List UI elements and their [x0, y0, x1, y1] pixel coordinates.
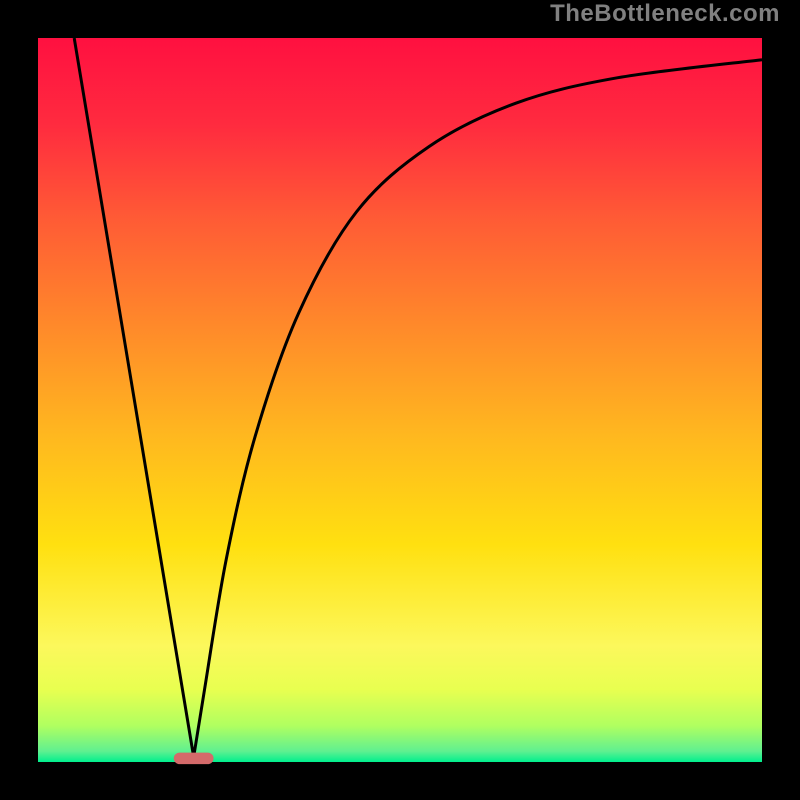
optimal-marker	[174, 753, 214, 765]
plot-background	[38, 38, 762, 762]
chart-container: TheBottleneck.com	[0, 0, 800, 800]
bottleneck-chart	[0, 0, 800, 800]
